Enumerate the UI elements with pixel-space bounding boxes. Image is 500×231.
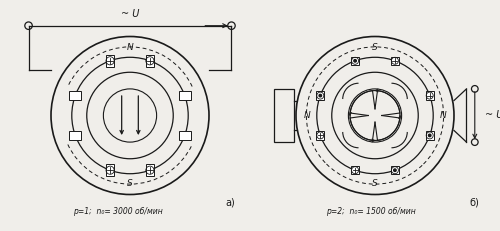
Circle shape [319,94,322,97]
FancyBboxPatch shape [351,57,359,65]
Text: б): б) [470,198,480,208]
Text: a): a) [225,198,234,208]
Text: N: N [440,111,446,120]
Text: S: S [372,179,378,188]
FancyBboxPatch shape [426,131,434,140]
FancyBboxPatch shape [70,91,81,100]
Text: S: S [127,179,133,188]
Text: S: S [372,43,378,52]
FancyBboxPatch shape [146,55,154,67]
Text: ~ U: ~ U [121,9,139,19]
FancyBboxPatch shape [70,131,81,140]
FancyBboxPatch shape [316,91,324,100]
Circle shape [394,169,396,171]
FancyBboxPatch shape [351,166,359,174]
FancyBboxPatch shape [179,91,190,100]
Text: N: N [304,111,310,120]
Text: p=2;  n₀= 1500 об/мин: p=2; n₀= 1500 об/мин [326,207,416,216]
Text: N: N [126,43,134,52]
FancyBboxPatch shape [316,131,324,140]
FancyBboxPatch shape [426,91,434,100]
Text: p=1;  n₀= 3000 об/мин: p=1; n₀= 3000 об/мин [72,207,162,216]
FancyBboxPatch shape [106,164,114,176]
FancyBboxPatch shape [179,131,190,140]
Text: ~ U: ~ U [485,110,500,121]
Circle shape [428,134,431,137]
FancyBboxPatch shape [391,57,399,65]
Bar [274,89,294,142]
Circle shape [354,60,356,62]
FancyBboxPatch shape [391,166,399,174]
FancyBboxPatch shape [106,55,114,67]
FancyBboxPatch shape [146,164,154,176]
